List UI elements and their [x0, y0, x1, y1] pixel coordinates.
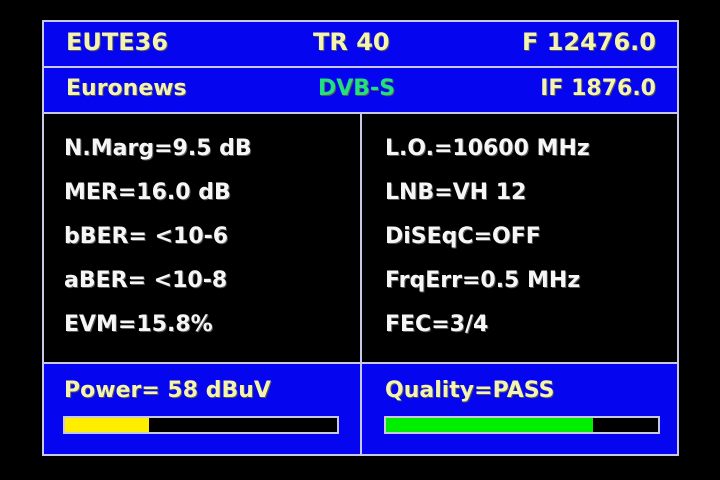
- satellite-name: EUTE36: [66, 28, 169, 56]
- power-bar: [63, 416, 339, 434]
- left-measurement: N.Marg=9.5 dB: [64, 136, 252, 161]
- transponder: TR 40: [313, 28, 390, 56]
- power-panel: [42, 362, 362, 456]
- right-measurement: DiSEqC=OFF: [385, 224, 541, 249]
- quality-bar: [384, 416, 660, 434]
- subheader-row: [42, 66, 679, 114]
- right-measurement: LNB=VH 12: [385, 180, 527, 205]
- power-label: Power= 58 dBuV: [64, 378, 271, 403]
- right-measurement: L.O.=10600 MHz: [385, 136, 590, 161]
- right-measurement: FrqErr=0.5 MHz: [385, 268, 581, 293]
- left-measurement: EVM=15.8%: [64, 312, 213, 337]
- left-measurement: MER=16.0 dB: [64, 180, 231, 205]
- quality-panel: [360, 362, 679, 456]
- channel-name: Euronews: [66, 76, 187, 101]
- left-measurement: bBER= <10-6: [64, 224, 229, 249]
- standard: DVB-S: [318, 76, 396, 101]
- quality-bar-fill: [386, 418, 593, 432]
- frequency: F 12476.0: [521, 28, 656, 56]
- left-measurement: aBER= <10-8: [64, 268, 228, 293]
- quality-label: Quality=PASS: [385, 378, 555, 403]
- if-frequency: IF 1876.0: [540, 76, 656, 101]
- right-measurement: FEC=3/4: [385, 312, 489, 337]
- power-bar-fill: [65, 418, 150, 432]
